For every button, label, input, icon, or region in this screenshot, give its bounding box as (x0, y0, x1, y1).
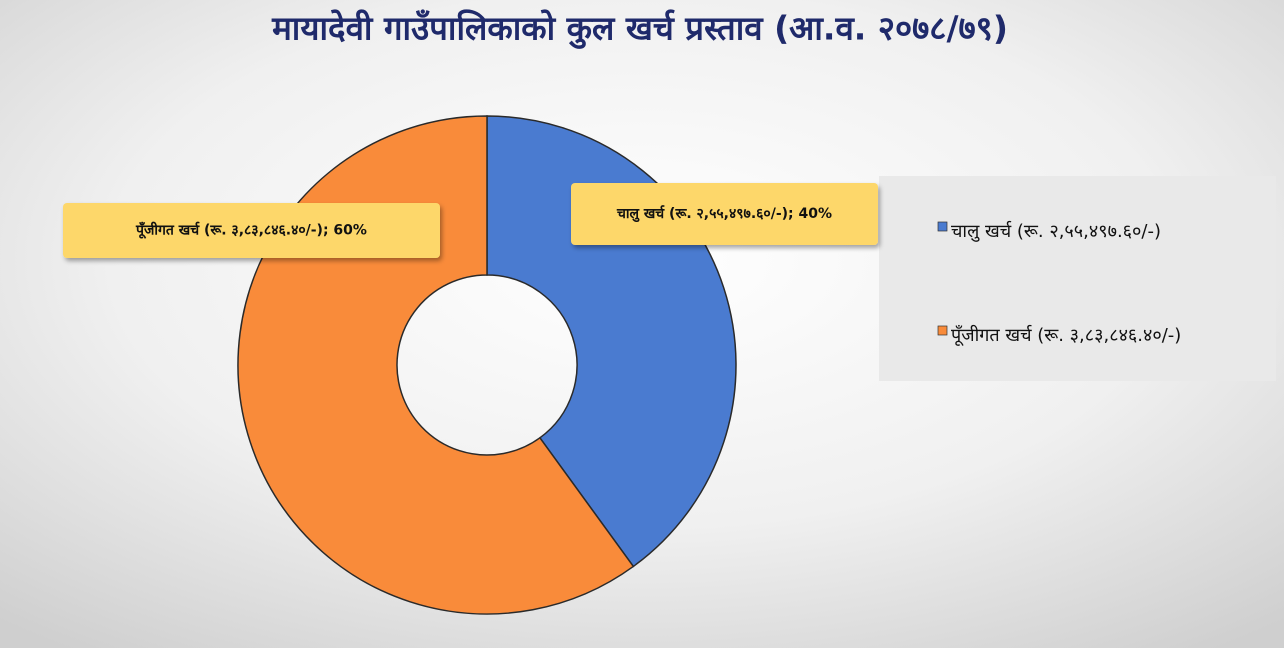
data-label-box (571, 183, 878, 245)
chart-title: मायादेवी गाउँपालिकाको कुल खर्च प्रस्ताव … (271, 9, 1008, 50)
legend-label: पूँजीगत खर्च (रू. ३,८३,८४६.४०/-) (951, 324, 1181, 346)
legend-box (879, 176, 1276, 381)
data-label-box (63, 203, 440, 258)
legend-marker (937, 325, 948, 336)
legend-marker (937, 221, 948, 232)
data-label: चालु खर्च (रू. २,५५,४९७.६०/-); 40% (616, 205, 832, 223)
data-label: पूँजीगत खर्च (रू. ३,८३,८४६.४०/-); 60% (135, 222, 367, 240)
legend-label: चालु खर्च (रू. २,५५,४९७.६०/-) (951, 220, 1161, 242)
